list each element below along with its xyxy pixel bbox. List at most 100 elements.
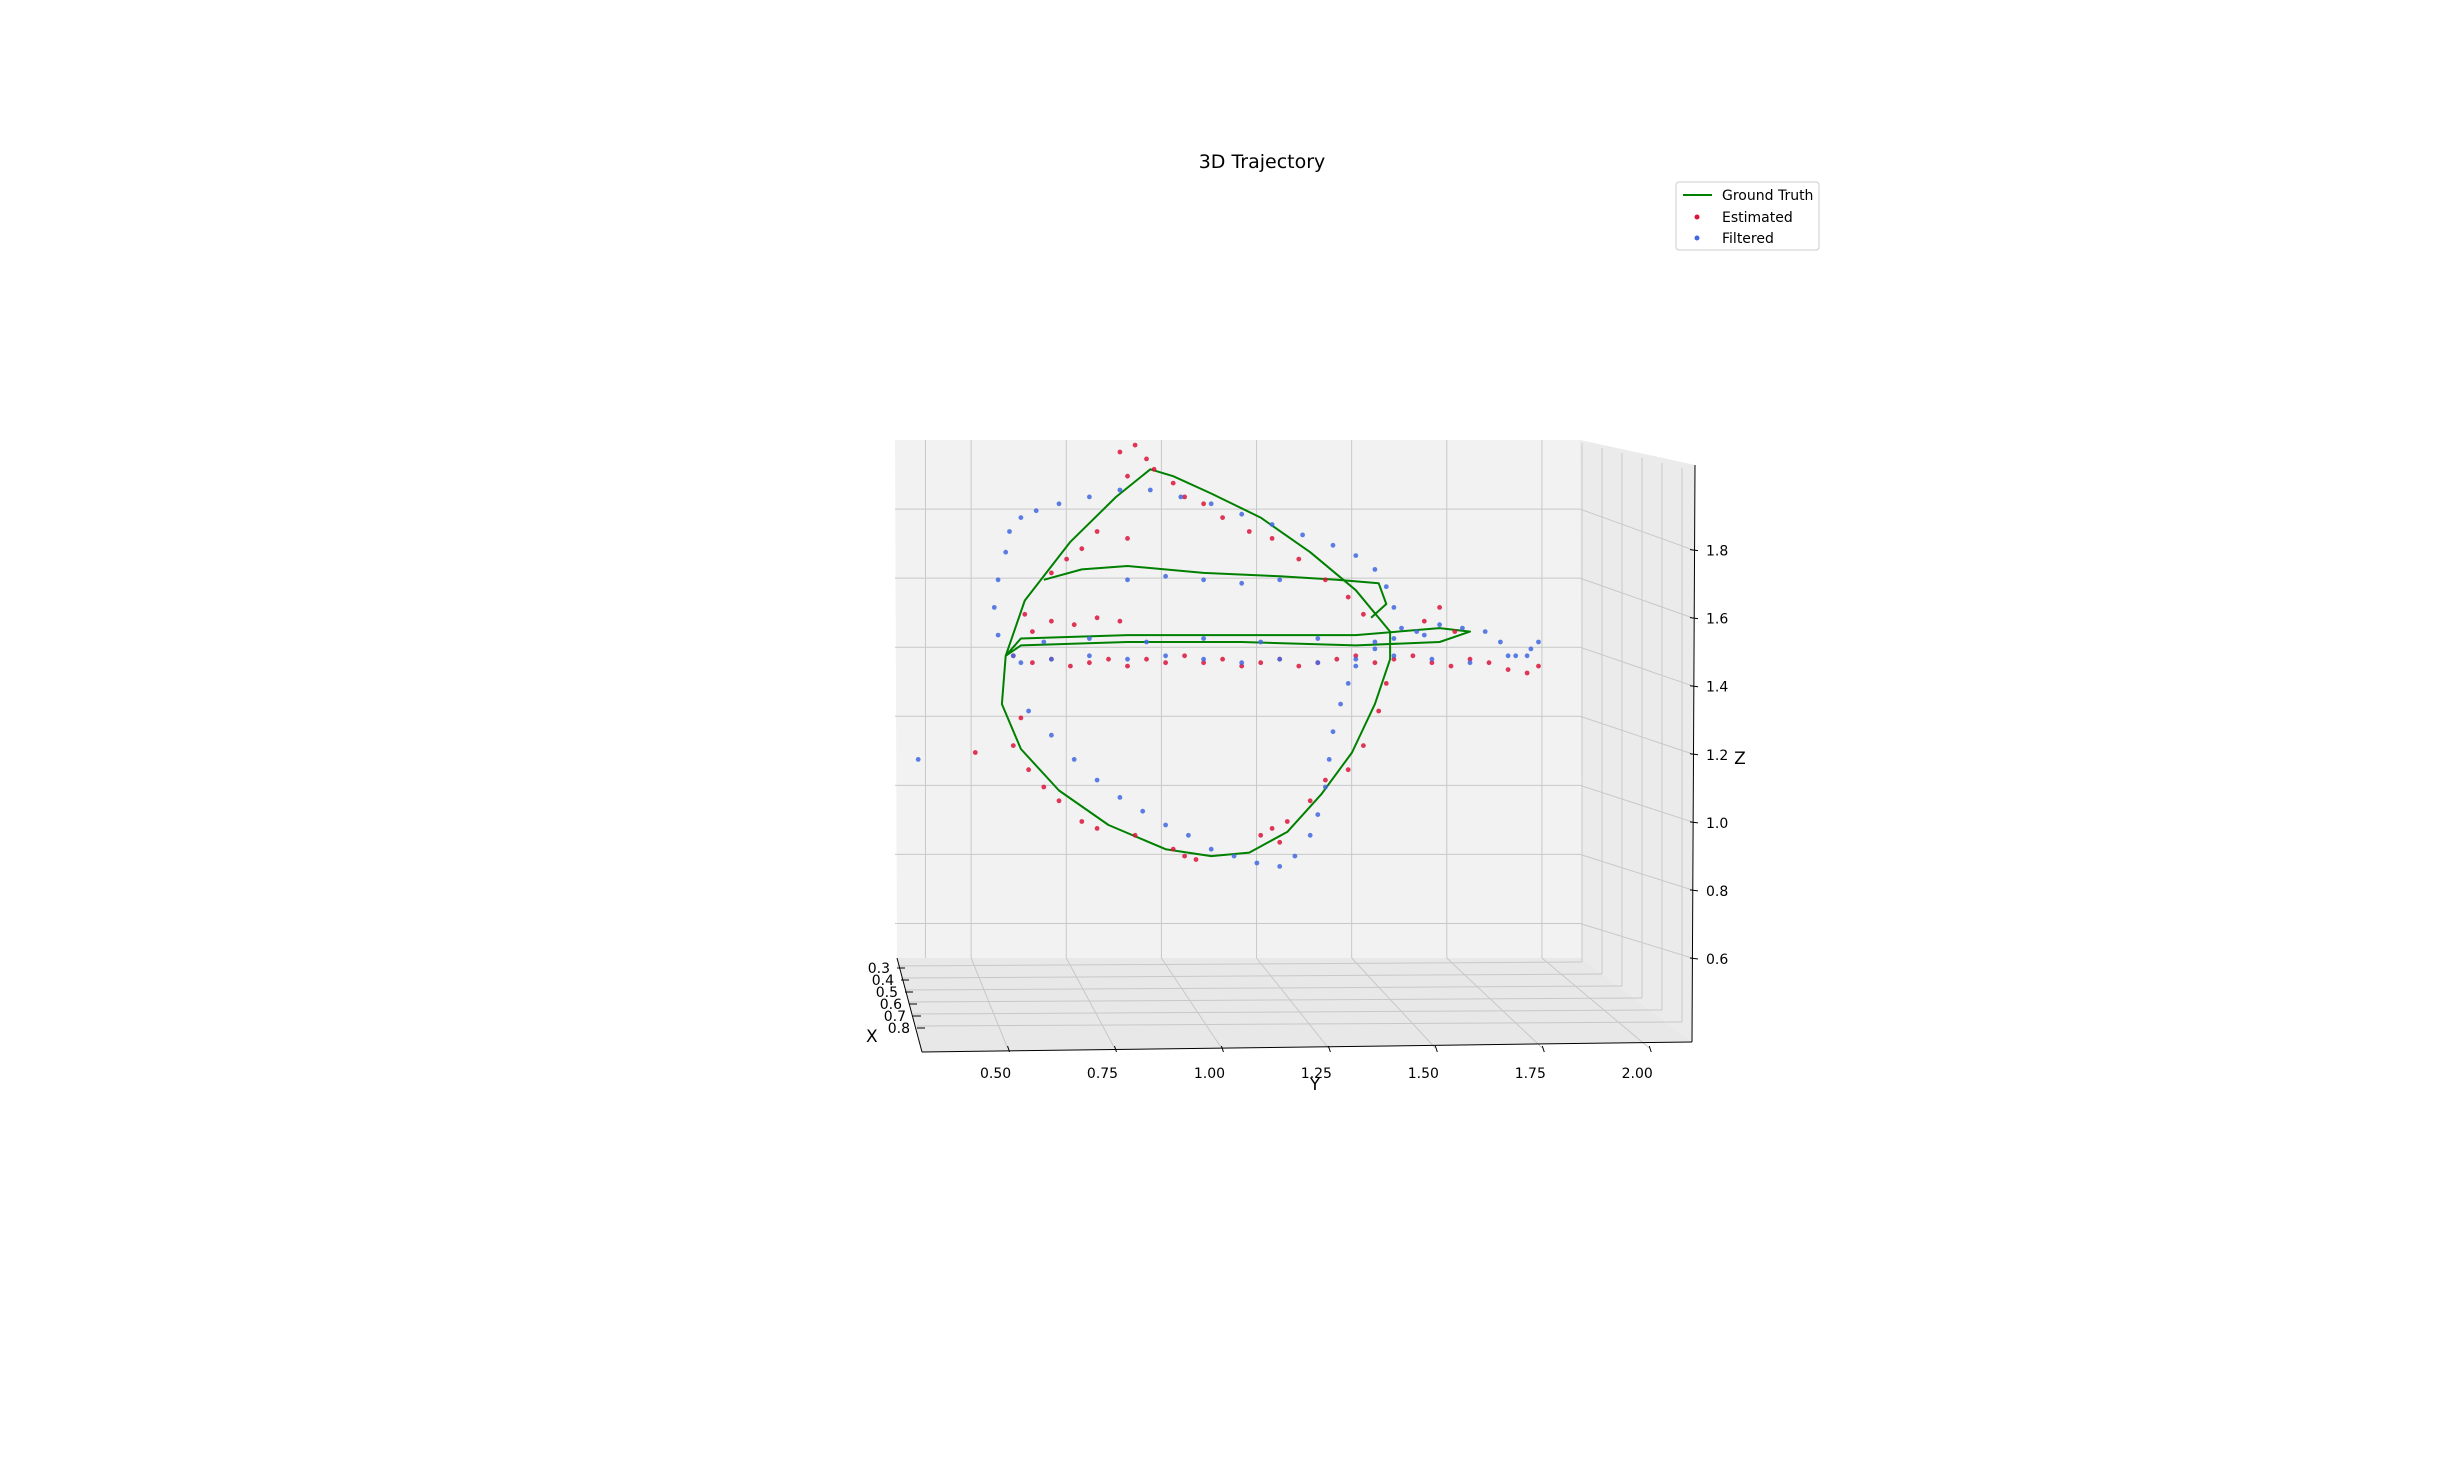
estimated-point (1323, 577, 1328, 582)
filtered-point (1026, 709, 1031, 714)
legend-label-filtered: Filtered (1722, 231, 1774, 247)
estimated-point (1026, 767, 1031, 772)
filtered-point (1498, 640, 1503, 645)
estimated-point (1334, 657, 1339, 662)
y-tick-label: 0.50 (980, 1066, 1011, 1082)
z-tick-label: 1.6 (1706, 612, 1728, 628)
estimated-point (1125, 474, 1130, 479)
estimated-point (1171, 481, 1176, 486)
estimated-point (1296, 557, 1301, 562)
estimated-point (1323, 778, 1328, 783)
filtered-point (1506, 653, 1511, 658)
filtered-point (1308, 833, 1313, 838)
estimated-point (1152, 467, 1157, 472)
y-tick-mark (1542, 1046, 1544, 1052)
filtered-point (1011, 653, 1016, 658)
filtered-point (1163, 823, 1168, 828)
filtered-point (1239, 581, 1244, 586)
estimated-point (1030, 660, 1035, 665)
estimated-point (1449, 664, 1454, 669)
y-tick-mark (1435, 1046, 1437, 1052)
z-tick-label: 1.2 (1706, 748, 1728, 764)
filtered-point (1201, 636, 1206, 641)
estimated-point (1079, 546, 1084, 551)
estimated-point (1049, 619, 1054, 624)
y-tick-label: 1.00 (1194, 1066, 1225, 1082)
filtered-point (1293, 854, 1298, 859)
estimated-point (1525, 671, 1530, 676)
filtered-point (1323, 785, 1328, 790)
filtered-point (1437, 622, 1442, 627)
estimated-point (1247, 529, 1252, 534)
filtered-point (996, 633, 1001, 638)
estimated-point (1118, 619, 1123, 624)
estimated-point (1384, 681, 1389, 686)
estimated-point (1346, 595, 1351, 600)
estimated-point (1087, 660, 1092, 665)
estimated-point (1182, 653, 1187, 658)
filtered-point (1315, 636, 1320, 641)
estimated-point (1201, 501, 1206, 506)
estimated-point (1064, 557, 1069, 562)
estimated-point (1041, 785, 1046, 790)
y-tick-label: 0.75 (1087, 1066, 1118, 1082)
estimated-point (1095, 615, 1100, 620)
legend: Ground Truth Estimated Filtered (1676, 182, 1819, 250)
filtered-point (1331, 729, 1336, 734)
estimated-point (1346, 767, 1351, 772)
filtered-point (1373, 640, 1378, 645)
filtered-point (1277, 657, 1282, 662)
filtered-point (1483, 629, 1488, 634)
filtered-point (1087, 495, 1092, 500)
filtered-point (1331, 543, 1336, 548)
estimated-point (1072, 622, 1077, 627)
filtered-point (1353, 553, 1358, 558)
estimated-point (1361, 743, 1366, 748)
estimated-point (1079, 819, 1084, 824)
filtered-point (992, 605, 997, 610)
filtered-point (1034, 508, 1039, 513)
filtered-point (1384, 584, 1389, 589)
filtered-point (1209, 847, 1214, 852)
estimated-point (1258, 833, 1263, 838)
filtered-point (1232, 854, 1237, 859)
estimated-point (1022, 612, 1027, 617)
estimated-point (1308, 798, 1313, 803)
z-tick-label: 0.6 (1706, 952, 1728, 968)
estimated-point (1068, 664, 1073, 669)
legend-label-estimated: Estimated (1722, 210, 1793, 226)
y-tick-label: 1.75 (1515, 1066, 1546, 1082)
filtered-point (1125, 657, 1130, 662)
estimated-point (1118, 450, 1123, 455)
filtered-point (1144, 640, 1149, 645)
filtered-point (996, 577, 1001, 582)
legend-marker-filtered (1695, 236, 1700, 241)
z-tick-label: 1.0 (1706, 816, 1728, 832)
estimated-point (1277, 840, 1282, 845)
filtered-point (1460, 626, 1465, 631)
back-pane (895, 440, 1582, 958)
filtered-point (1373, 567, 1378, 572)
estimated-point (1437, 605, 1442, 610)
estimated-point (1144, 457, 1149, 462)
x-tick-label: 0.8 (888, 1021, 910, 1037)
filtered-point (1315, 812, 1320, 817)
filtered-point (1118, 488, 1123, 493)
estimated-point (1194, 857, 1199, 862)
estimated-point (1220, 515, 1225, 520)
estimated-point (1220, 657, 1225, 662)
filtered-point (1118, 795, 1123, 800)
estimated-point (1285, 819, 1290, 824)
filtered-point (1536, 640, 1541, 645)
filtered-point (1163, 653, 1168, 658)
filtered-point (1041, 640, 1046, 645)
estimated-point (1487, 660, 1492, 665)
estimated-point (1125, 536, 1130, 541)
filtered-point (1087, 653, 1092, 658)
estimated-point (1270, 826, 1275, 831)
filtered-point (1201, 577, 1206, 582)
y-tick-label: 2.00 (1622, 1066, 1653, 1082)
z-tick-label: 1.4 (1706, 680, 1728, 696)
filtered-point (1019, 515, 1024, 520)
filtered-point (1003, 550, 1008, 555)
